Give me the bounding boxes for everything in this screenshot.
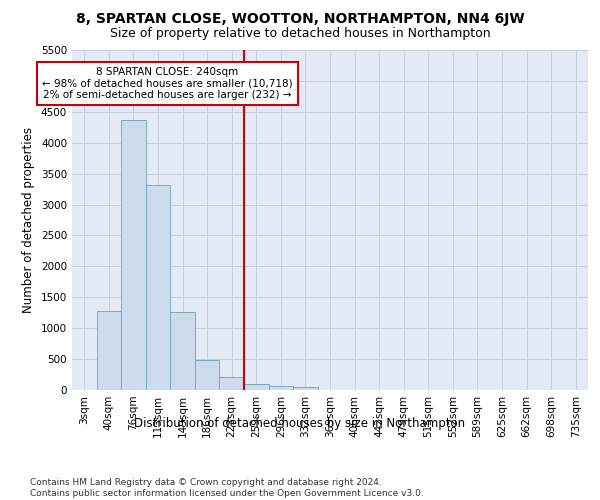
Text: Distribution of detached houses by size in Northampton: Distribution of detached houses by size … [134,418,466,430]
Bar [220,376,244,390]
Bar [293,387,318,390]
Bar [170,312,195,390]
Bar [269,386,293,390]
Text: 8 SPARTAN CLOSE: 240sqm
← 98% of detached houses are smaller (10,718)
2% of semi: 8 SPARTAN CLOSE: 240sqm ← 98% of detache… [42,67,293,100]
Bar [121,120,146,390]
Bar [146,186,170,390]
Y-axis label: Number of detached properties: Number of detached properties [22,127,35,313]
Text: 8, SPARTAN CLOSE, WOOTTON, NORTHAMPTON, NN4 6JW: 8, SPARTAN CLOSE, WOOTTON, NORTHAMPTON, … [76,12,524,26]
Text: Size of property relative to detached houses in Northampton: Size of property relative to detached ho… [110,28,490,40]
Bar [244,384,269,390]
Text: Contains HM Land Registry data © Crown copyright and database right 2024.
Contai: Contains HM Land Registry data © Crown c… [30,478,424,498]
Bar [195,360,220,390]
Bar [97,312,121,390]
